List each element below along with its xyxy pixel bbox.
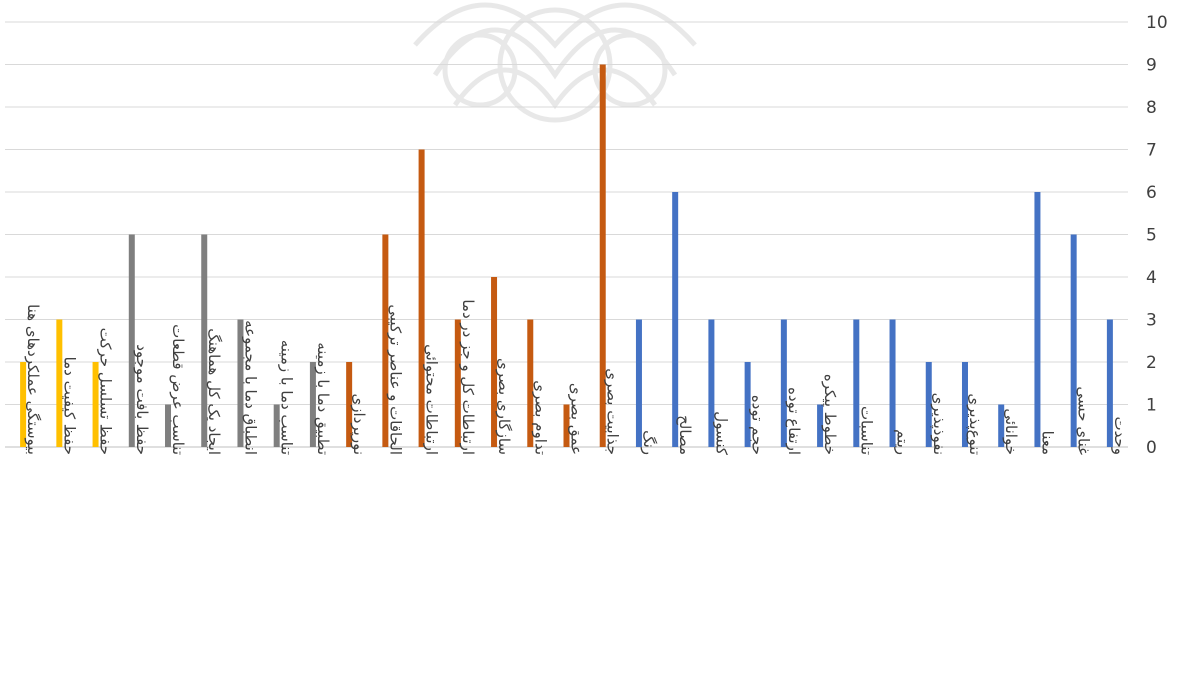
bar [635,319,642,447]
x-category-label: تناسب دما با زمینه [278,340,296,455]
x-category-label: سازگاری بصری [495,358,513,455]
x-category-label: رنگ [640,430,658,455]
x-axis-category-labels: بیوستگی عملکردهای هنا حفظ کیفیت دما حفظ تس… [24,299,1129,456]
bar [744,362,751,447]
bar [780,319,787,447]
x-category-label: تناسبات [857,406,875,455]
bar [309,362,316,447]
y-tick-label: 7 [1146,141,1157,161]
bar [92,362,99,447]
bar [128,234,135,447]
y-tick-label: 2 [1146,353,1157,373]
bar [1070,234,1077,447]
bar [527,319,534,447]
x-category-label: نفوذپذیری [929,393,948,455]
y-tick-label: 6 [1146,183,1157,203]
bars [20,64,1113,447]
x-category-label: حفظ کیفیت دما [60,357,78,455]
bar [20,362,27,447]
x-category-label: معنا [1038,431,1056,455]
gridlines [5,21,1128,448]
y-tick-label: 3 [1146,311,1157,331]
y-tick-label: 9 [1146,56,1157,76]
x-category-label: تناسب عرض قطعات [169,324,187,455]
bar [672,192,679,447]
bar [56,319,63,447]
y-tick-label: 0 [1146,438,1157,458]
bar [925,362,932,447]
x-category-label: نورپردازی [349,394,368,455]
y-axis-tick-labels: 0 1 2 3 4 5 6 7 8 9 10 [1146,13,1168,458]
x-category-label: حفظ تسلسل حرکت [97,328,115,455]
bar [346,362,353,447]
y-tick-label: 4 [1146,268,1157,288]
bar [889,319,896,447]
x-category-label: ارتفاع توده [785,387,803,455]
bar [998,404,1005,447]
x-category-label: حجم توده [749,395,767,455]
x-category-label: ارتباطات کل و جز در دما [459,299,477,455]
x-category-label: خوانائی [1002,408,1020,455]
x-category-label: بیوستگی عملکردهای هنا [24,304,42,455]
x-category-label: مصالح [676,415,694,455]
x-category-label: غنای حسی [1075,386,1093,455]
y-tick-label: 10 [1146,13,1168,33]
bar [961,362,968,447]
bar [382,234,389,447]
x-category-label: ریتم [894,429,912,455]
x-category-label: جذابیت بصری [604,368,622,455]
bar [418,149,425,447]
bar [237,319,244,447]
bar [817,404,824,447]
x-category-label: تطبیق دما با زمینه [314,342,332,455]
bar [1034,192,1041,447]
y-tick-label: 1 [1146,396,1157,416]
bar [491,277,498,447]
y-tick-label: 5 [1146,226,1157,246]
bar [1106,319,1113,447]
x-category-label: تنوع‌پذیری [965,393,984,455]
bar [273,404,280,447]
bar [201,234,208,447]
bar [708,319,715,447]
x-category-label: انطباق دما با مجموعه [241,320,259,455]
x-category-label: کنسول [712,411,730,456]
x-category-label: حفظ بافت موجود [133,344,151,455]
bar [853,319,860,447]
x-category-label: تداوم بصری [531,380,549,455]
x-category-label: وحدت [1111,416,1129,455]
bar [563,404,570,447]
bar [599,64,606,447]
x-category-label: الحاقات و عناصر ترکیبی [386,304,404,455]
x-category-label: عمق بصری [568,383,586,455]
y-tick-label: 8 [1146,98,1157,118]
x-category-label: خطوط پیکره [820,374,839,455]
x-category-label: ارتباطات محتوائی [423,344,441,455]
x-category-label: ایجاد یک کل هماهنگ [205,328,223,455]
bar [165,404,172,447]
bar [454,319,461,447]
